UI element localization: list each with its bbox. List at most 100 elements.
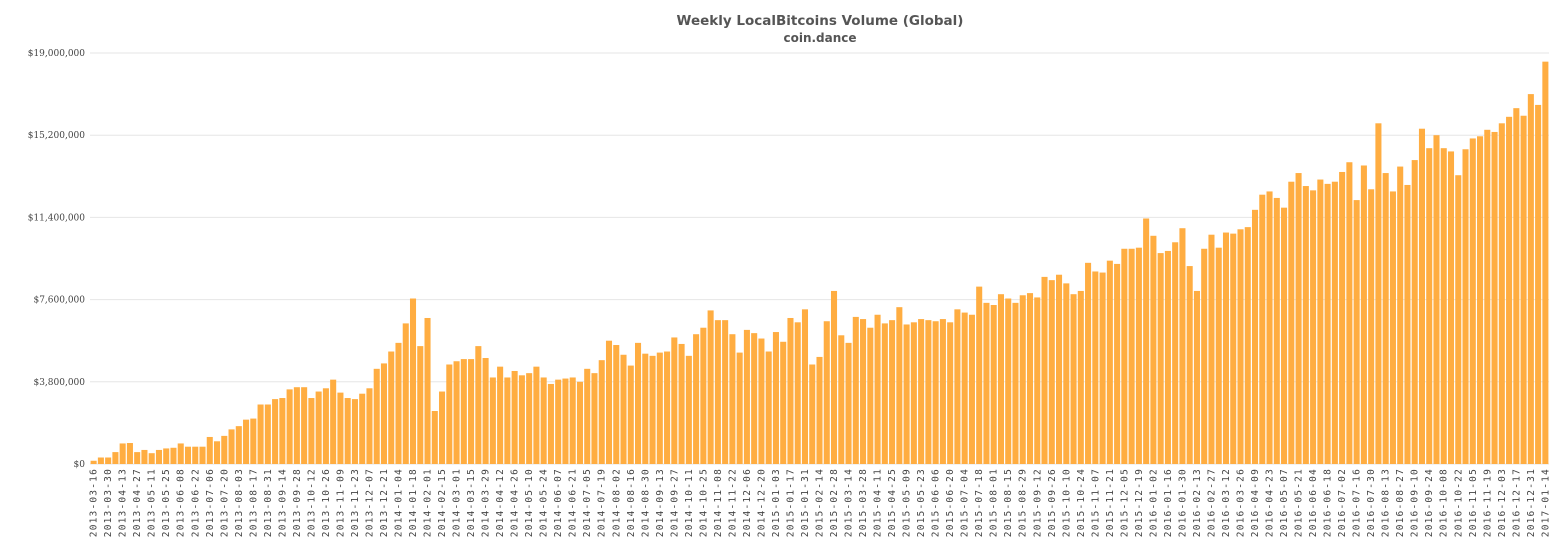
bar[interactable] — [889, 320, 896, 464]
bar[interactable] — [1397, 166, 1404, 464]
bar[interactable] — [1527, 94, 1534, 464]
bar[interactable] — [852, 316, 859, 464]
bar[interactable] — [1034, 297, 1041, 464]
bar[interactable] — [1128, 248, 1135, 464]
bar[interactable] — [359, 393, 366, 464]
bar[interactable] — [1201, 248, 1208, 464]
bar[interactable] — [1273, 197, 1280, 464]
bar[interactable] — [664, 351, 671, 464]
bar[interactable] — [511, 370, 518, 464]
bar[interactable] — [402, 323, 409, 464]
bar[interactable] — [1121, 248, 1128, 464]
bar[interactable] — [772, 332, 779, 464]
bar[interactable] — [722, 320, 729, 464]
bar[interactable] — [344, 398, 351, 464]
bar[interactable] — [1542, 61, 1549, 465]
bar[interactable] — [184, 446, 192, 464]
bar[interactable] — [1157, 253, 1164, 464]
bar[interactable] — [1469, 138, 1476, 464]
bar[interactable] — [1266, 191, 1273, 464]
bar[interactable] — [576, 381, 583, 464]
bar[interactable] — [141, 449, 148, 464]
bar[interactable] — [627, 365, 634, 464]
bar[interactable] — [918, 319, 925, 464]
bar[interactable] — [729, 334, 736, 464]
bar[interactable] — [228, 429, 235, 464]
bar[interactable] — [903, 324, 910, 464]
bar[interactable] — [801, 309, 809, 464]
bar[interactable] — [823, 321, 830, 464]
bar[interactable] — [1193, 290, 1200, 464]
bar[interactable] — [1491, 131, 1498, 464]
bar[interactable] — [540, 377, 547, 464]
bar[interactable] — [192, 446, 199, 464]
bar[interactable] — [264, 404, 271, 464]
bar[interactable] — [322, 388, 329, 464]
bar[interactable] — [1462, 149, 1469, 464]
bar[interactable] — [126, 443, 133, 464]
bar[interactable] — [526, 373, 533, 464]
bar[interactable] — [293, 387, 300, 464]
bar[interactable] — [1077, 290, 1084, 464]
bar[interactable] — [1092, 271, 1099, 464]
bar[interactable] — [1484, 129, 1491, 464]
bar[interactable] — [860, 319, 867, 464]
bar[interactable] — [351, 399, 358, 464]
bar[interactable] — [206, 436, 213, 464]
bar[interactable] — [366, 388, 373, 464]
bar[interactable] — [235, 426, 242, 464]
bar[interactable] — [867, 327, 874, 464]
bar[interactable] — [424, 317, 431, 464]
bar[interactable] — [221, 435, 228, 464]
bar[interactable] — [758, 338, 765, 464]
bar[interactable] — [1382, 173, 1389, 464]
bar[interactable] — [1477, 136, 1484, 464]
bar[interactable] — [1426, 148, 1433, 464]
bar[interactable] — [591, 373, 598, 464]
bar[interactable] — [714, 320, 721, 464]
bar[interactable] — [1056, 274, 1063, 464]
bar[interactable] — [1331, 181, 1338, 465]
bar[interactable] — [453, 361, 460, 464]
bar[interactable] — [439, 391, 446, 464]
bar[interactable] — [925, 320, 932, 464]
bar[interactable] — [794, 322, 801, 464]
bar[interactable] — [1404, 184, 1411, 464]
bar[interactable] — [1048, 280, 1055, 464]
bar[interactable] — [315, 391, 322, 464]
bar[interactable] — [417, 346, 424, 464]
bar[interactable] — [947, 322, 954, 464]
bar[interactable] — [1237, 229, 1244, 464]
bar[interactable] — [105, 457, 112, 464]
bar[interactable] — [1310, 190, 1317, 464]
bar[interactable] — [497, 366, 504, 464]
bar[interactable] — [1411, 160, 1418, 465]
bar[interactable] — [1186, 266, 1193, 464]
bar[interactable] — [257, 404, 264, 464]
bar[interactable] — [119, 443, 126, 464]
bar[interactable] — [642, 353, 649, 464]
bar[interactable] — [1360, 165, 1367, 465]
bar[interactable] — [1389, 191, 1396, 464]
bar[interactable] — [279, 398, 286, 464]
bar[interactable] — [685, 355, 692, 464]
bar[interactable] — [504, 377, 511, 464]
bar[interactable] — [1346, 162, 1353, 464]
bar[interactable] — [301, 387, 308, 464]
bar[interactable] — [547, 383, 554, 464]
bar[interactable] — [555, 379, 562, 464]
bar[interactable] — [112, 452, 119, 464]
bar[interactable] — [409, 298, 417, 464]
bar[interactable] — [1259, 194, 1266, 465]
bar[interactable] — [1418, 128, 1426, 465]
bar[interactable] — [1041, 276, 1048, 464]
bar[interactable] — [954, 309, 961, 464]
bar[interactable] — [1150, 235, 1157, 464]
bar[interactable] — [1172, 242, 1179, 464]
bar[interactable] — [809, 364, 816, 464]
bar[interactable] — [787, 317, 794, 464]
bar[interactable] — [148, 453, 155, 464]
bar[interactable] — [475, 346, 482, 464]
bar[interactable] — [446, 364, 453, 464]
bar[interactable] — [163, 448, 170, 464]
